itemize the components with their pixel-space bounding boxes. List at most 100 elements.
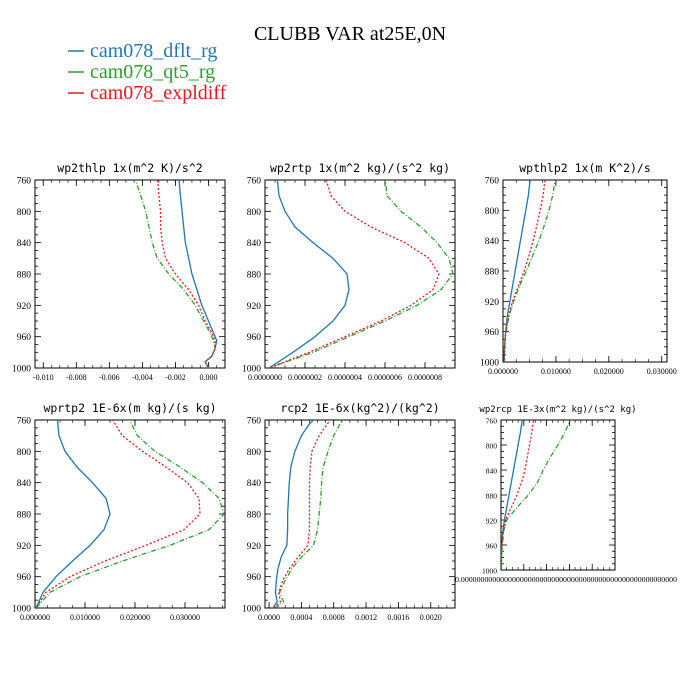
series-line-cam078_dflt_rg [501, 420, 523, 570]
y-tick-label: 960 [486, 542, 498, 551]
y-tick-label: 760 [17, 417, 32, 427]
series-line-cam078_expldiff [156, 180, 216, 368]
series-line-cam078_qt5_rg [134, 180, 216, 368]
y-tick-label: 1000 [242, 365, 261, 375]
panel-4: wprtp2 1E-6x(m kg)/(s kg) 760 800 840 880 920… [12, 401, 226, 622]
plot-frame [502, 179, 668, 363]
y-tick-label: 760 [486, 417, 498, 426]
x-tick-label: 0.000000 [20, 613, 50, 622]
y-tick-label: 880 [17, 271, 32, 281]
panels: wp2thlp 1x(m^2 K)/s^2 760 800 840 880 920 960 1… [12, 161, 678, 622]
y-tick-label: 760 [485, 177, 500, 187]
y-tick-label: 1000 [12, 605, 31, 615]
y-tick-label: 960 [247, 573, 262, 583]
y-tick-label: 1000 [12, 365, 31, 375]
y-tick-label: 800 [17, 208, 32, 218]
series-line-cam078_qt5_rg [501, 420, 572, 570]
y-tick-label: 920 [486, 517, 498, 526]
series-line-cam078_expldiff [35, 420, 201, 608]
x-tick-label: 0.0000 [258, 613, 280, 622]
panel-title: wp2rcp 1E-3x(m^2 kg)/(s^2 kg) [479, 405, 636, 415]
x-tick-label: 0.0000008 [408, 373, 442, 382]
y-tick-label: 760 [247, 417, 262, 427]
y-tick-label: 760 [247, 177, 262, 187]
panel-title: wp2rtp 1x(m^2 kg)/(s^2 kg) [270, 161, 450, 175]
y-tick-label: 880 [486, 492, 498, 501]
series-group [35, 420, 225, 608]
y-tick-label: 960 [17, 573, 32, 583]
panel-6: wp2rcp 1E-3x(m^2 kg)/(s^2 kg) 760 800 840 88… [455, 405, 678, 584]
y-tick-label: 880 [17, 511, 32, 521]
legend-label: cam078_dflt_rg [90, 40, 217, 62]
y-tick-label: 920 [17, 542, 32, 552]
series-group [268, 180, 454, 368]
panel-title: wpthlp2 1x(m K^2)/s [519, 161, 651, 175]
panel-1: wp2thlp 1x(m^2 K)/s^2 760 800 840 880 920 960 1… [12, 161, 226, 382]
series-line-cam078_expldiff [268, 180, 440, 368]
plot-frame [34, 179, 226, 369]
y-tick-label: 840 [247, 239, 262, 249]
x-tick-label: 0.020000 [120, 613, 150, 622]
series-line-cam078_dflt_rg [272, 420, 315, 608]
y-tick-label: 840 [17, 479, 32, 489]
y-tick-label: 800 [485, 207, 500, 217]
legend: cam078_dflt_rgcam078_qt5_rgcam078_expldi… [68, 40, 227, 104]
x-tick-label: 0.0016 [387, 613, 409, 622]
y-tick-label: 840 [247, 479, 262, 489]
x-tick-label: 0.0012 [355, 613, 377, 622]
y-tick-label: 800 [247, 208, 262, 218]
x-tick-label: 0.0000000 [248, 373, 282, 382]
series-group [272, 420, 344, 608]
x-tick-label: -0.002 [165, 373, 186, 382]
x-tick-label: 0.00000000000000000000000000000000000000… [455, 576, 678, 584]
y-tick-label: 840 [17, 239, 32, 249]
panel-title: wp2thlp 1x(m^2 K)/s^2 [57, 161, 202, 175]
x-tick-label: 0.0000002 [288, 373, 322, 382]
series-line-cam078_dflt_rg [178, 180, 218, 368]
y-tick-label: 840 [485, 237, 500, 247]
x-tick-label: -0.008 [66, 373, 87, 382]
x-tick-label: 0.0004 [290, 613, 312, 622]
x-tick-label: 0.000000 [488, 367, 518, 376]
x-tick-label: 0.030000 [647, 367, 677, 376]
series-line-cam078_dflt_rg [268, 180, 350, 368]
x-tick-label: -0.010 [33, 373, 54, 382]
legend-label: cam078_qt5_rg [90, 61, 215, 83]
legend-label: cam078_expldiff [90, 82, 227, 104]
x-tick-label: 0.0000006 [368, 373, 402, 382]
series-line-cam078_expldiff [501, 420, 535, 570]
series-line-cam078_expldiff [503, 180, 546, 362]
y-tick-label: 800 [17, 448, 32, 458]
x-tick-label: 0.0020 [420, 613, 442, 622]
figure-title: CLUBB VAR at25E,0N [254, 23, 446, 45]
y-tick-label: 960 [17, 333, 32, 343]
plot-frame [264, 179, 456, 369]
y-tick-label: 800 [486, 442, 498, 451]
series-line-cam078_qt5_rg [275, 420, 344, 608]
y-tick-label: 960 [247, 333, 262, 343]
y-tick-label: 840 [486, 467, 498, 476]
y-tick-label: 880 [247, 271, 262, 281]
x-tick-label: 0.010000 [541, 367, 571, 376]
y-tick-label: 1000 [480, 359, 499, 369]
y-tick-label: 920 [247, 302, 262, 312]
y-tick-label: 880 [485, 268, 500, 278]
series-line-cam078_expldiff [273, 420, 332, 608]
series-group [134, 180, 218, 368]
y-tick-label: 920 [17, 302, 32, 312]
x-tick-label: 0.0008 [323, 613, 345, 622]
x-tick-label: 0.020000 [594, 367, 624, 376]
y-tick-label: 920 [485, 298, 500, 308]
y-tick-label: 1000 [482, 567, 497, 576]
series-line-cam078_dflt_rg [35, 420, 111, 608]
y-tick-label: 760 [17, 177, 32, 187]
series-line-cam078_qt5_rg [503, 180, 556, 362]
series-group [501, 420, 572, 570]
series-line-cam078_qt5_rg [35, 420, 225, 608]
panel-title: rcp2 1E-6x(kg^2)/(kg^2) [280, 401, 439, 415]
y-tick-label: 800 [247, 448, 262, 458]
x-tick-label: 0.000 [199, 373, 217, 382]
series-group [503, 180, 556, 362]
